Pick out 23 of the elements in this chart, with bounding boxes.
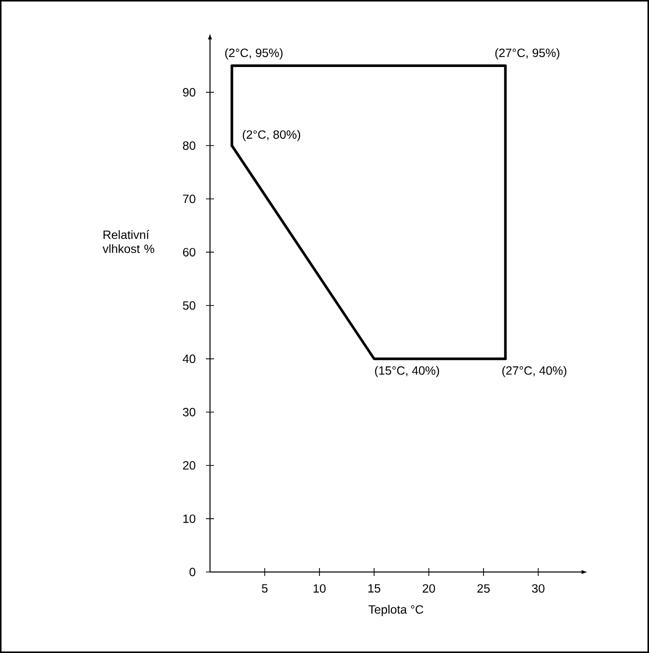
annotation: (27°C, 95%) xyxy=(495,48,560,60)
x-tick-label: 15 xyxy=(368,584,380,593)
y-tick-label: 60 xyxy=(183,248,196,256)
y-tick-label: 30 xyxy=(182,408,196,416)
x-tick-label: 10 xyxy=(314,584,326,593)
y-tick-label: 70 xyxy=(183,194,196,204)
x-tick-label: 25 xyxy=(477,584,490,593)
x-tick-label: 20 xyxy=(422,584,436,593)
y-tick-label: 10 xyxy=(183,514,196,523)
x-tick-label: 5 xyxy=(262,584,268,593)
y-tick-label: 50 xyxy=(182,301,196,310)
x-tick-label: 30 xyxy=(532,584,544,593)
y-tick-label: 80 xyxy=(182,141,196,150)
annotation: (27°C, 40%) xyxy=(502,366,566,378)
y-tick-label: 90 xyxy=(183,88,196,97)
y-tick-label: 20 xyxy=(183,461,196,470)
y-tick-label: 0 xyxy=(190,568,196,576)
annotation: (2°C, 80%) xyxy=(242,130,300,142)
y-axis-title: Relativní vlhkost % xyxy=(102,230,154,254)
y-tick-label: 40 xyxy=(182,354,196,364)
annotation: (15°C, 40%) xyxy=(375,366,440,378)
x-axis-title: Teplota °C xyxy=(368,604,424,616)
annotation: (2°C, 95%) xyxy=(225,48,283,60)
